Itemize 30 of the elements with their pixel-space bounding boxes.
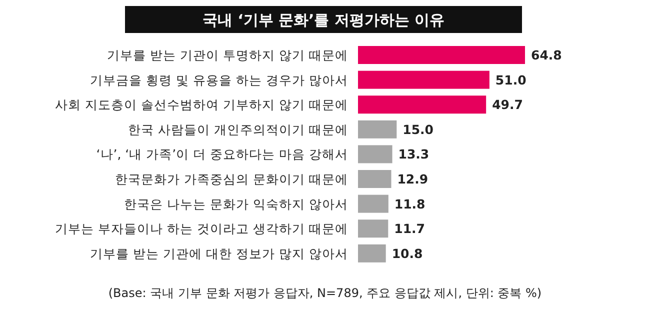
data-label: 15.0 [402,122,434,137]
data-label: 51.0 [495,72,527,88]
y-tick-label: 한국문화가 가족중심의 문화이기 때문에 [115,172,348,186]
data-label: 11.8 [394,196,426,212]
y-tick-label: 한국 사람들이 개인주의적이기 때문에 [128,122,348,137]
data-label: 13.3 [398,146,430,162]
data-label: 11.7 [394,221,425,236]
text: (Base: 국내 기부 문화 저평가 응답자, N=789, 주요 응답값 제시, 단위: 중복 %) [108,286,542,300]
title: 국내 ‘기부 문화’를 저평가하는 이유 [125,6,522,33]
chart-title: 국내 ‘기부 문화’를 저평가하는 이유 [202,11,445,29]
bar [358,194,388,213]
bar [358,145,392,164]
bar [358,220,388,238]
data-label: 49.7 [492,97,523,112]
bar [358,46,525,64]
y-tick-label: 기부를 받는 기관에 대한 정보가 많지 않아서 [90,246,348,261]
bar [358,96,486,114]
bar [358,70,490,89]
y-tick-label: 기부금을 횡령 및 유용을 하는 경우가 많아서 [90,72,348,88]
y-tick-label: ‘나’, ‘내 가족’이 더 중요하다는 마음 강해서 [96,146,348,162]
data-label: 64.8 [531,48,562,62]
data-label: 12.9 [397,172,428,186]
y-tick-label: 사회 지도층이 솔선수범하여 기부하지 않기 때문에 [55,97,348,112]
y-tick-label: 기부는 부자들이나 하는 것이라고 생각하기 때문에 [55,221,348,236]
bar [358,244,386,262]
bar [358,120,397,138]
data-label: 10.8 [392,246,423,261]
y-tick-label: 기부를 받는 기관이 투명하지 않기 때문에 [107,48,348,62]
y-tick-label: 한국은 나누는 문화가 익숙하지 않아서 [124,196,348,212]
bar [358,170,392,188]
